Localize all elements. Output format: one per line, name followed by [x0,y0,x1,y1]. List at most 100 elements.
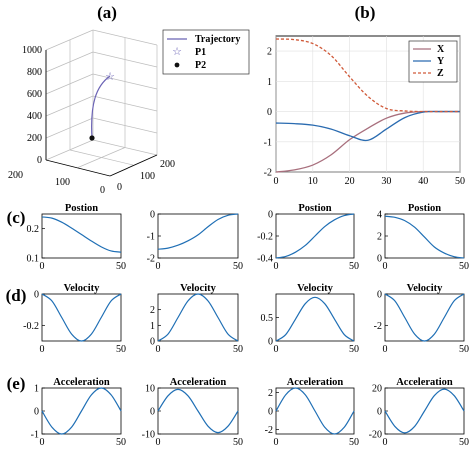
chart-e1-x-tick: 50 [116,437,126,448]
chart-c4-series-line [384,215,465,259]
chart-d2-plot-area [157,293,239,342]
chart-b-x-tick: 50 [455,176,465,187]
chart-a-legend-trajectory: Trajectory [195,34,240,45]
chart-e4-x-tick: 50 [459,437,469,448]
chart-d2-y-tick: 1 [150,321,155,332]
chart-b: 0 10 20 30 40 50 -2 -1 0 1 2 X Y Z [264,35,465,187]
chart-c1-plot-area [41,213,122,259]
chart-d3-plot-area [275,293,355,342]
chart-e1-title: Acceleration [53,377,110,388]
chart-a-y-tick-0: 0 [117,182,122,193]
chart-a-y-tick-100: 100 [140,171,155,182]
chart-e3-x-tick: 50 [349,437,359,448]
chart-a-box [45,29,158,168]
chart-e1-y-tick: 0 [34,407,39,418]
chart-e2-x-tick: 50 [233,437,243,448]
chart-c3-y-tick: -0.2 [257,232,273,243]
chart-d3: Velocity 0 0.5 0 50 [261,283,360,355]
chart-d4-y-tick: -2 [374,321,382,332]
chart-a-legend-p1-swatch: ☆ [172,46,182,58]
chart-d4: Velocity -2 0 0 50 [374,283,469,355]
chart-c1-title: Postion [65,203,98,214]
chart-d2-x-tick: 50 [233,344,243,355]
chart-e2-y-tick: 10 [145,384,155,395]
chart-a-z-tick-200: 200 [27,133,42,144]
chart-c1-series-line [41,216,122,253]
chart-a-p1-marker: ☆ [105,71,115,83]
chart-e4-series-line [384,388,465,434]
chart-b-y-tick: 1 [267,77,272,88]
chart-c1-y-tick: 0.1 [27,254,40,265]
panel-label-a: (a) [97,3,117,22]
chart-a-p2-marker [89,135,95,141]
chart-d1-x-tick: 0 [40,344,45,355]
chart-e4-y-tick: -20 [369,430,382,441]
chart-d4-plot-area [384,293,465,342]
chart-e3-y-tick: 0 [268,407,273,418]
chart-e4-y-tick: 20 [372,384,382,395]
chart-d4-series-line [384,293,465,342]
chart-c3-x-tick: 50 [349,261,359,272]
chart-c3-series-line [275,213,355,259]
chart-b-y-tick: -2 [264,168,272,179]
chart-b-series-y-line [275,110,461,142]
chart-a-x-ticks: 200 100 0 [8,170,105,196]
chart-b-x-tick: 10 [308,176,318,187]
chart-a-legend-p1: P1 [195,47,206,58]
chart-c4-y-tick: 4 [377,210,382,221]
chart-e3-y-tick: -2 [265,425,273,436]
chart-d1-title: Velocity [64,283,101,294]
chart-a-z-tick-800: 800 [27,67,42,78]
chart-a-y-tick-200: 200 [160,159,175,170]
chart-b-ticks: 0 10 20 30 40 50 -2 -1 0 1 2 [264,47,465,187]
panel-label-e: (e) [7,374,26,393]
chart-d3-y-tick: 0.5 [261,313,274,324]
chart-c2-y-tick: -1 [147,232,155,243]
chart-c1: Postion 0.1 0.2 0 50 [27,203,127,272]
chart-a-3d-trajectory: 1000 800 600 400 200 0 200 100 0 0 100 2… [8,29,250,196]
chart-b-x-tick: 0 [274,176,279,187]
chart-d1-plot-area [41,293,122,342]
chart-d1-series-line [41,293,122,342]
chart-d4-y-tick: 0 [377,290,382,301]
chart-e2-y-tick: -10 [142,430,155,441]
chart-c2-plot-area [157,213,239,259]
chart-e1-series-line [41,387,122,435]
chart-d2-series-line [157,293,239,342]
chart-e4-y-tick: 0 [377,407,382,418]
chart-d1-y-tick: 0 [34,290,39,301]
chart-d3-series-line [275,296,355,342]
chart-d2-y-tick: 0 [150,337,155,348]
chart-c3: Postion -0.4 -0.2 0 0 50 [257,203,359,272]
chart-a-axes [45,50,158,177]
chart-c1-x-tick: 50 [116,261,126,272]
chart-a-x-tick-200: 200 [8,170,23,181]
chart-a-legend: Trajectory ☆ P1 P2 [162,29,250,75]
chart-c4-x-tick: 50 [459,261,469,272]
chart-c3-y-tick: -0.4 [257,254,273,265]
chart-a-legend-p2: P2 [195,60,206,71]
chart-c3-title: Postion [298,203,331,214]
chart-e4-x-tick: 0 [383,437,388,448]
chart-e3-x-tick: 0 [274,437,279,448]
panel-label-d: (d) [6,286,27,305]
chart-c4-title: Postion [408,203,441,214]
chart-a-legend-p2-swatch [174,62,180,68]
chart-e3-y-tick: 2 [268,388,273,399]
chart-c2-series-line [157,213,239,250]
chart-a-z-tick-600: 600 [27,89,42,100]
chart-d3-x-tick: 0 [274,344,279,355]
chart-d3-title: Velocity [297,283,334,294]
chart-d4-x-tick: 50 [459,344,469,355]
chart-b-legend: X Y Z [408,40,458,83]
chart-d2-title: Velocity [180,283,217,294]
chart-c1-x-tick: 0 [40,261,45,272]
chart-b-x-tick: 20 [345,176,355,187]
panel-label-c: (c) [7,208,26,227]
chart-b-legend-x: X [437,44,445,55]
chart-a-z-tick-0: 0 [37,155,42,166]
chart-e2-y-tick: 0 [150,407,155,418]
chart-d2: Velocity 0 1 2 0 50 [150,283,243,355]
